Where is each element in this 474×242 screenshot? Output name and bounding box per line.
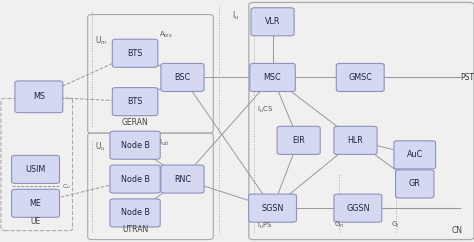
FancyBboxPatch shape [112,39,158,67]
Text: I$_u$CS: I$_u$CS [257,105,274,115]
Text: G$_n$: G$_n$ [334,220,345,230]
Text: ME: ME [29,199,42,208]
Text: Node B: Node B [120,174,150,184]
Text: VLR: VLR [265,17,280,26]
Text: MSC: MSC [264,73,282,82]
Text: SGSN: SGSN [261,204,284,213]
Text: UE: UE [30,217,41,226]
Text: BTS: BTS [128,49,143,58]
Text: Node B: Node B [120,208,150,218]
FancyBboxPatch shape [15,81,63,113]
FancyBboxPatch shape [110,199,160,227]
FancyBboxPatch shape [110,131,160,159]
FancyBboxPatch shape [161,165,204,193]
Text: MS: MS [33,92,45,101]
FancyBboxPatch shape [336,63,384,91]
FancyBboxPatch shape [395,170,434,198]
Text: BTS: BTS [128,97,143,106]
Text: BSC: BSC [174,73,191,82]
FancyBboxPatch shape [112,88,158,116]
Text: HLR: HLR [347,136,364,145]
Text: GMSC: GMSC [348,73,372,82]
FancyBboxPatch shape [11,155,60,183]
Text: CN: CN [451,226,462,235]
Text: U$_m$: U$_m$ [95,35,107,47]
FancyBboxPatch shape [248,194,296,222]
Text: EIR: EIR [292,136,305,145]
Text: Node B: Node B [120,141,150,150]
Text: I$_u$PS: I$_u$PS [257,221,273,231]
Text: PSTN: PSTN [461,73,474,82]
FancyBboxPatch shape [110,165,160,193]
FancyBboxPatch shape [11,189,60,217]
Text: GR: GR [409,179,420,189]
Text: RNC: RNC [174,174,191,184]
Text: G$_i$: G$_i$ [392,220,400,230]
FancyBboxPatch shape [161,63,204,91]
FancyBboxPatch shape [334,126,377,154]
FancyBboxPatch shape [277,126,320,154]
Text: U$_u$: U$_u$ [95,140,106,153]
FancyBboxPatch shape [251,8,294,36]
FancyBboxPatch shape [394,141,436,169]
Text: C$_u$: C$_u$ [62,182,71,191]
Text: USIM: USIM [26,165,46,174]
Text: UTRAN: UTRAN [122,225,148,234]
Text: GERAN: GERAN [122,118,148,127]
FancyBboxPatch shape [250,63,295,91]
Text: A$_{bis}$: A$_{bis}$ [159,30,173,40]
FancyBboxPatch shape [334,194,382,222]
Text: I$_u$: I$_u$ [232,9,240,22]
Text: I$_{ub}$: I$_{ub}$ [159,138,169,148]
Text: GGSN: GGSN [346,204,370,213]
Text: AuC: AuC [407,150,423,159]
